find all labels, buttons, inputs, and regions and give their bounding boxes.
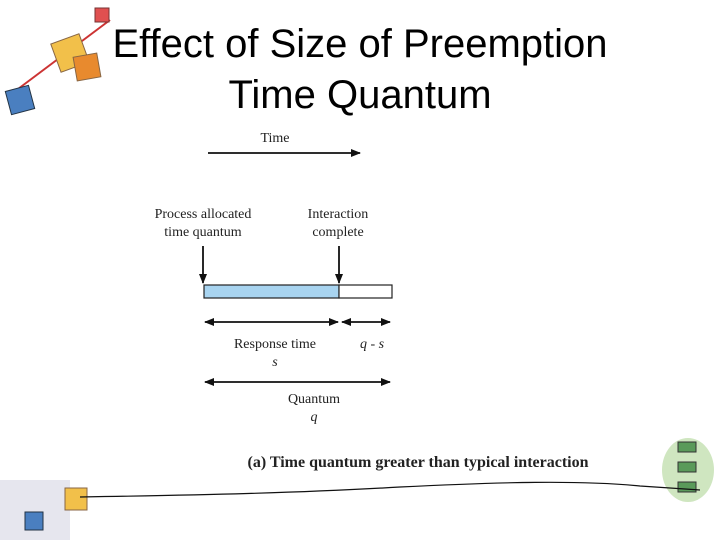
end-label: complete — [312, 225, 363, 240]
end-label: Interaction — [308, 207, 369, 222]
start-label: time quantum — [164, 225, 241, 240]
response-bar — [203, 284, 340, 299]
decoration — [0, 7, 714, 540]
title-line: Effect of Size of Preemption — [112, 22, 607, 66]
caption: (a) Time quantum greater than typical in… — [247, 454, 588, 471]
remainder-bar — [338, 284, 393, 299]
quantum-symbol: q — [311, 410, 318, 425]
time-label: Time — [260, 131, 289, 146]
remainder-label: q - s — [360, 337, 385, 352]
response-symbol: s — [272, 355, 278, 370]
response-label: Response time — [234, 337, 316, 352]
title-line: Time Quantum — [228, 73, 491, 117]
start-label: Process allocated — [155, 207, 252, 222]
quantum-label: Quantum — [288, 392, 340, 407]
